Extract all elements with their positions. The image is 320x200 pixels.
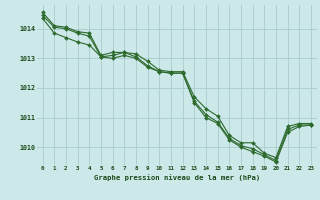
X-axis label: Graphe pression niveau de la mer (hPa): Graphe pression niveau de la mer (hPa) [94, 174, 260, 181]
